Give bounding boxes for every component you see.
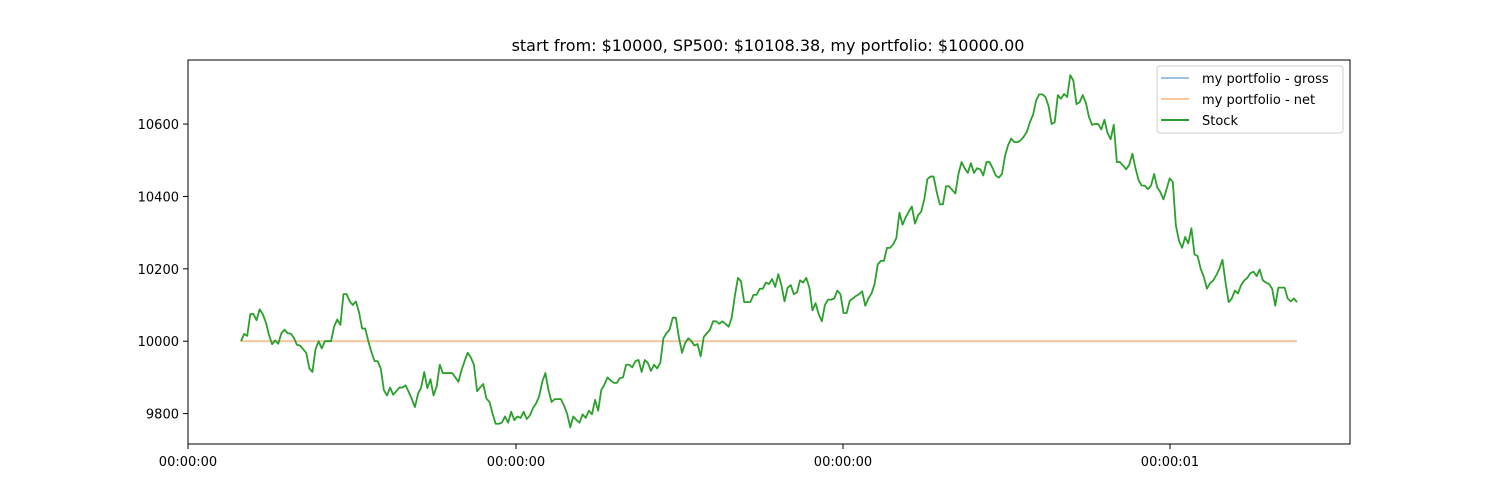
series-line-stock — [240, 74, 1298, 429]
y-tick-label: 10600 — [138, 118, 179, 133]
legend-box — [1156, 65, 1344, 134]
axes: 9800 10000 10200 10400 10600 00:00:00 00:00:00… — [138, 118, 1200, 470]
y-tick-label: 10000 — [138, 335, 179, 350]
y-tick-label: 10400 — [138, 190, 179, 205]
x-tick-label: 00:00:01 — [1141, 455, 1199, 470]
x-tick-label: 00:00:00 — [159, 455, 217, 470]
legend-label: my portfolio - net — [1202, 93, 1315, 108]
series-layer — [240, 74, 1298, 429]
y-tick-label: 9800 — [146, 408, 179, 423]
chart-title: start from: $10000, SP500: $10108.38, my… — [512, 36, 1025, 55]
y-tick-label: 10200 — [138, 263, 179, 278]
x-tick-label: 00:00:00 — [814, 455, 872, 470]
legend: my portfolio - gross my portfolio - net St… — [1156, 65, 1344, 134]
legend-label: my portfolio - gross — [1202, 72, 1329, 87]
plot-area — [187, 59, 1351, 445]
legend-label: Stock — [1202, 114, 1238, 129]
x-tick-label: 00:00:00 — [487, 455, 545, 470]
